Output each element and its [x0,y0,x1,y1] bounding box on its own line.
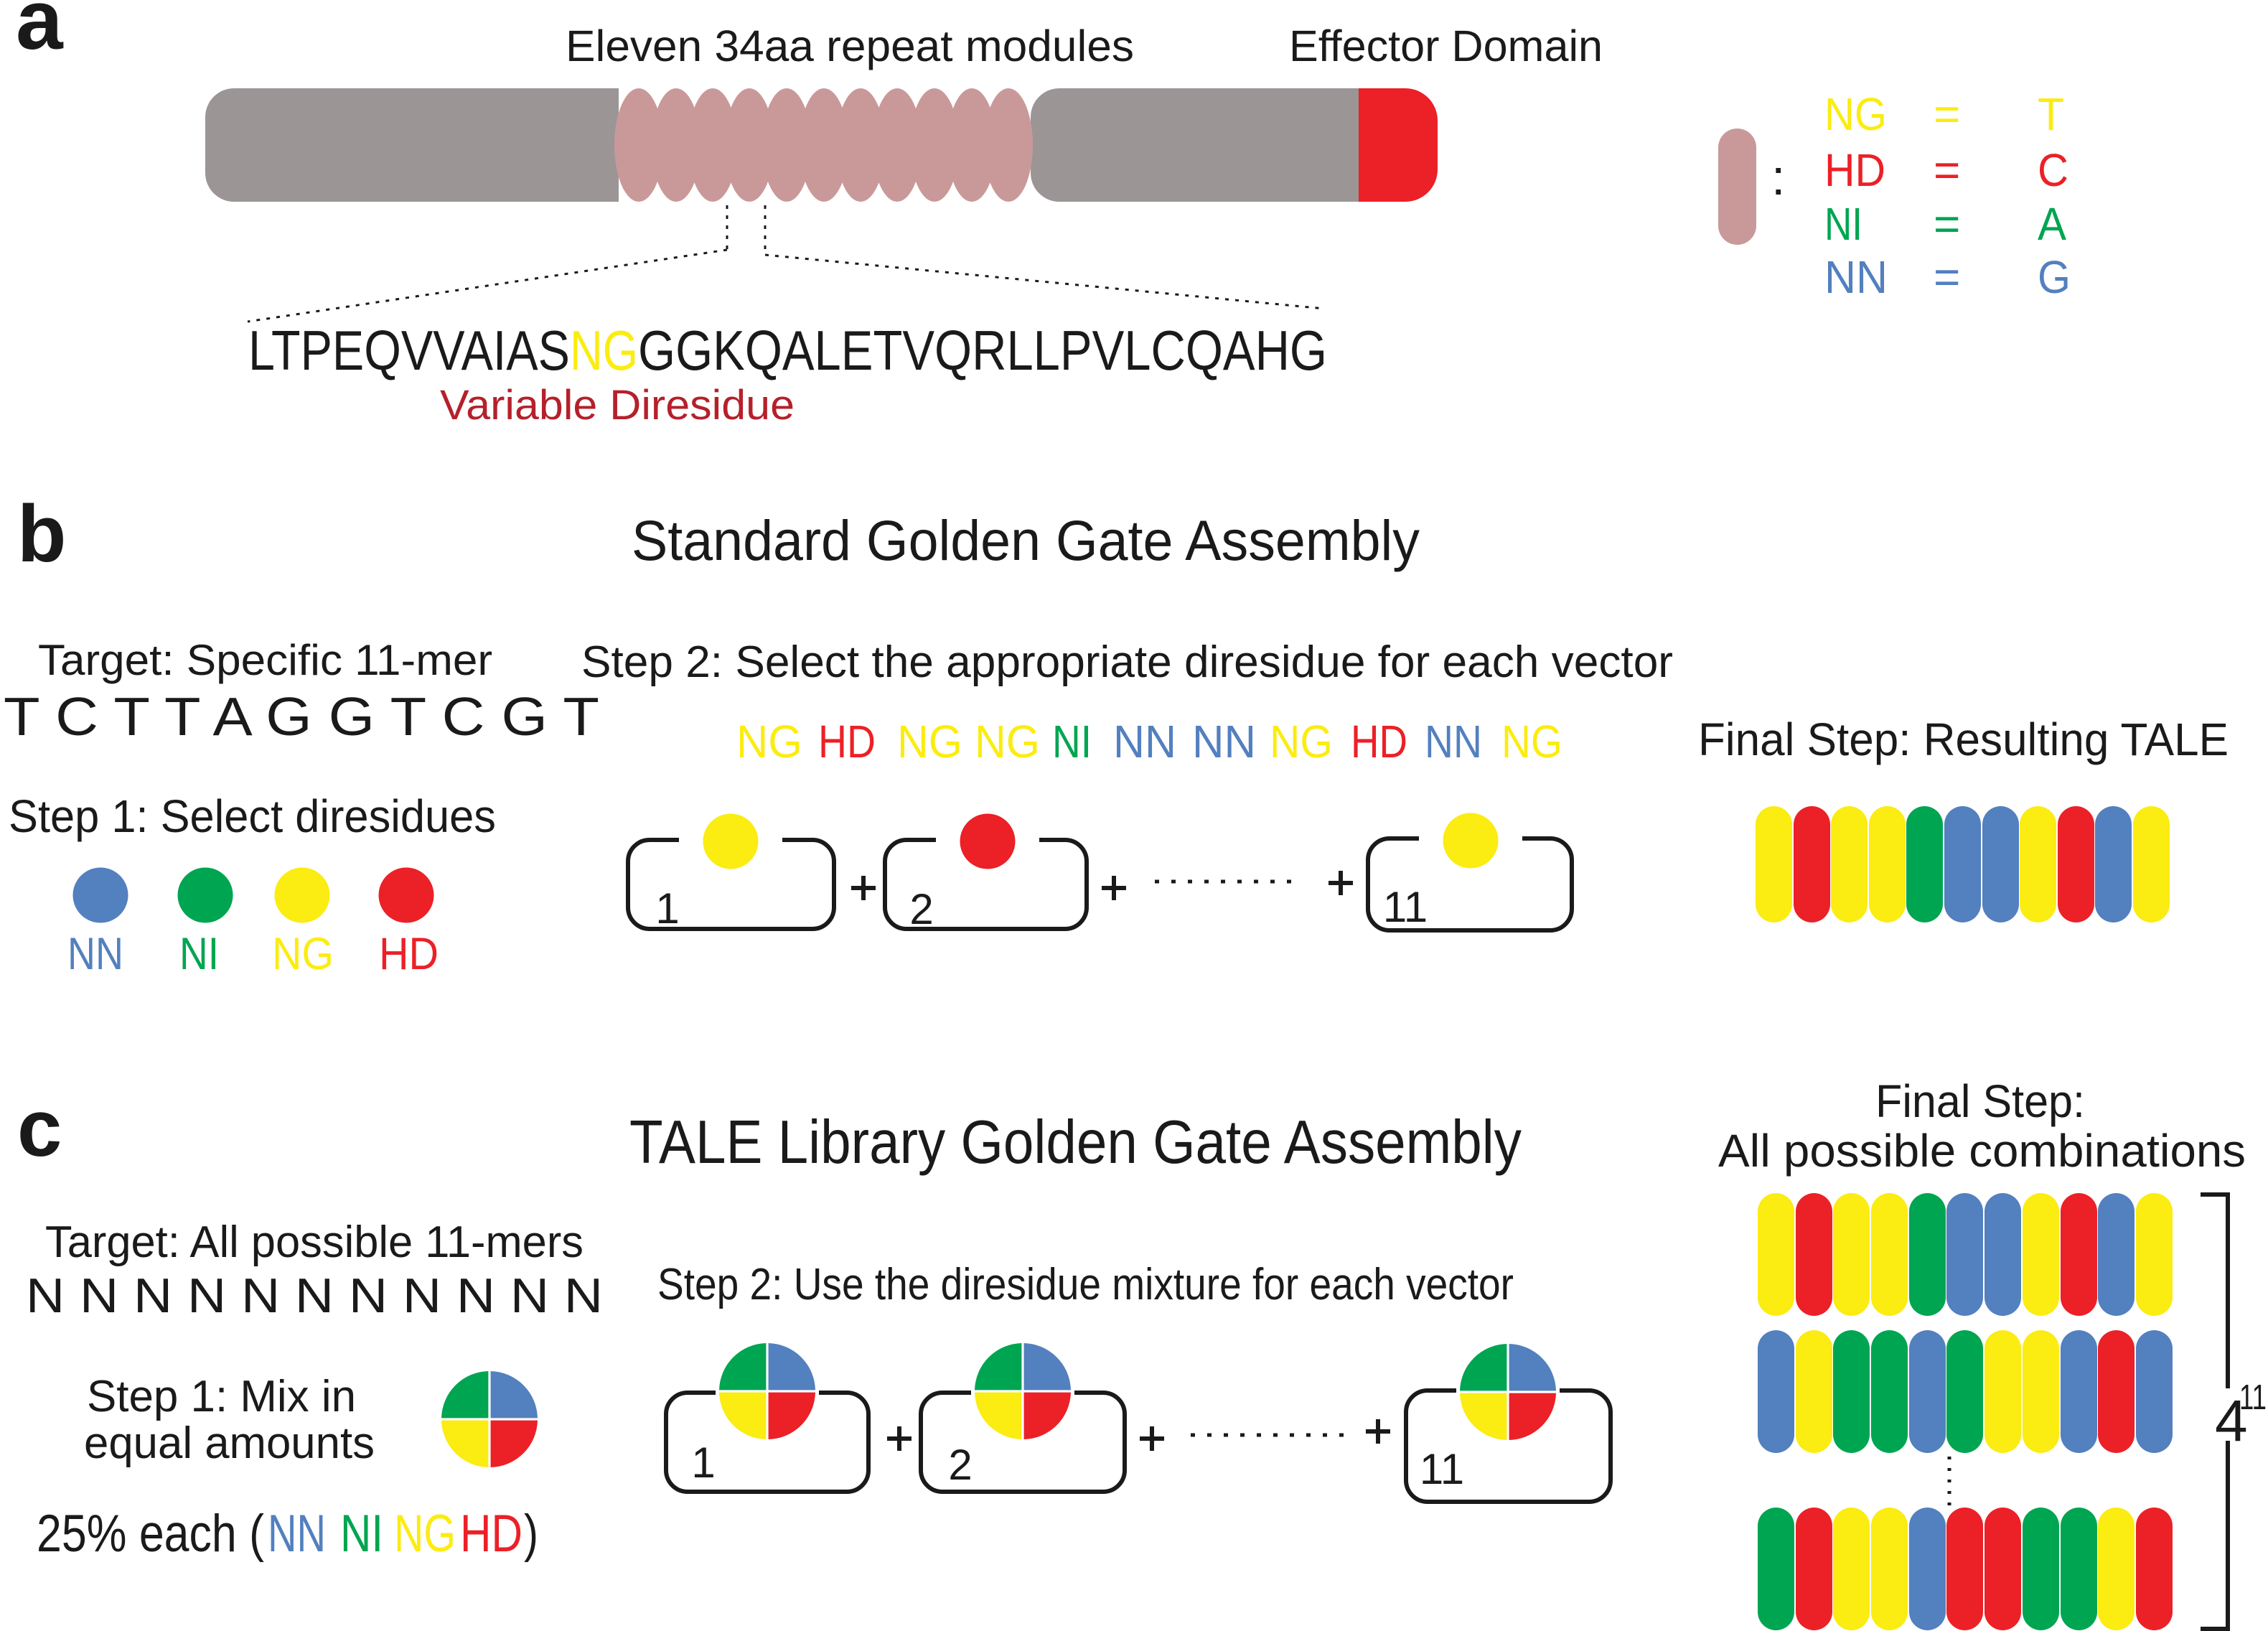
svg-text:2: 2 [909,885,933,933]
svg-text:Standard Golden Gate Assembly: Standard Golden Gate Assembly [632,508,1420,572]
svg-text:HD: HD [460,1505,523,1563]
svg-text:NI: NI [340,1505,383,1563]
svg-text:Eleven 34aa repeat modules: Eleven 34aa repeat modules [566,22,1134,70]
svg-text:NN: NN [268,1505,326,1563]
svg-text:NI: NI [1052,716,1092,767]
svg-text:): ) [524,1505,538,1563]
svg-text:G: G [2038,251,2071,303]
svg-text:GGKQALETVQRLLPVLCQAHG: GGKQALETVQRLLPVLCQAHG [638,319,1327,382]
svg-text:=: = [1934,88,1960,140]
svg-text:HD: HD [1824,144,1885,196]
svg-text:LTPEQVVAIAS: LTPEQVVAIAS [248,319,570,382]
svg-text:=: = [1934,144,1960,196]
svg-text:NG: NG [1824,88,1887,140]
svg-text:11: 11 [1383,883,1428,931]
svg-text:NN: NN [1192,716,1256,767]
svg-text:Target: Specific 11-mer: Target: Specific 11-mer [38,636,492,684]
svg-text:NG: NG [570,319,638,382]
svg-text:a: a [16,0,64,67]
svg-text:c: c [17,1083,62,1173]
svg-text:A: A [2038,198,2066,250]
svg-text:TALE Library Golden Gate Assem: TALE Library Golden Gate Assembly [629,1108,1522,1177]
svg-text:1: 1 [691,1439,715,1487]
svg-text:Step 1: Mix in: Step 1: Mix in [87,1372,356,1421]
svg-text:HD: HD [379,929,439,979]
svg-text:T C T T A G G T C G T: T C T T A G G T C G T [4,686,599,747]
svg-text:equal amounts: equal amounts [84,1419,375,1468]
svg-text:Target: All possible 11-mers: Target: All possible 11-mers [45,1218,584,1267]
svg-text:NG: NG [394,1505,456,1563]
svg-text:2: 2 [948,1441,972,1489]
svg-text:11: 11 [1420,1445,1464,1493]
svg-text:Effector Domain: Effector Domain [1289,22,1603,70]
svg-text:Variable Diresidue: Variable Diresidue [440,382,795,429]
svg-text:Step 2: Use the diresidue mixt: Step 2: Use the diresidue mixture for ea… [657,1260,1514,1309]
svg-text:Final Step:: Final Step: [1875,1075,2085,1127]
svg-text:25% each (: 25% each ( [37,1505,264,1563]
svg-text:NN: NN [67,929,123,979]
svg-text::: : [1771,149,1785,205]
svg-text:NI: NI [1824,198,1862,250]
svg-text:HD: HD [818,716,876,767]
svg-text:NN: NN [1824,251,1888,303]
svg-text:b: b [17,489,66,579]
svg-text:T: T [2038,88,2064,140]
svg-text:NN: NN [1425,716,1482,767]
svg-text:NG: NG [736,716,802,767]
svg-text:Final Step: Resulting TALE: Final Step: Resulting TALE [1698,714,2229,765]
svg-text:NN: NN [1113,716,1176,767]
svg-text:=: = [1934,198,1960,250]
svg-text:NG: NG [1270,716,1333,767]
svg-text:Step 2: Select the appropriate: Step 2: Select the appropriate diresidue… [581,637,1673,687]
svg-text:4: 4 [2215,1388,2248,1454]
svg-text:All possible combinations: All possible combinations [1718,1125,2246,1177]
svg-text:NG: NG [1501,716,1562,767]
svg-text:N N N N N N N N N N N: N N N N N N N N N N N [26,1268,603,1323]
svg-text:11: 11 [2239,1378,2267,1417]
svg-text:HD: HD [1351,716,1407,767]
svg-text:NI: NI [179,929,219,979]
svg-text:C: C [2038,144,2068,196]
svg-text:Step 1: Select diresidues: Step 1: Select diresidues [9,790,496,842]
svg-text:1: 1 [655,884,679,933]
svg-text:NG: NG [897,716,962,767]
svg-text:=: = [1934,251,1960,303]
svg-text:NG: NG [975,716,1040,767]
svg-text:NG: NG [272,929,334,979]
